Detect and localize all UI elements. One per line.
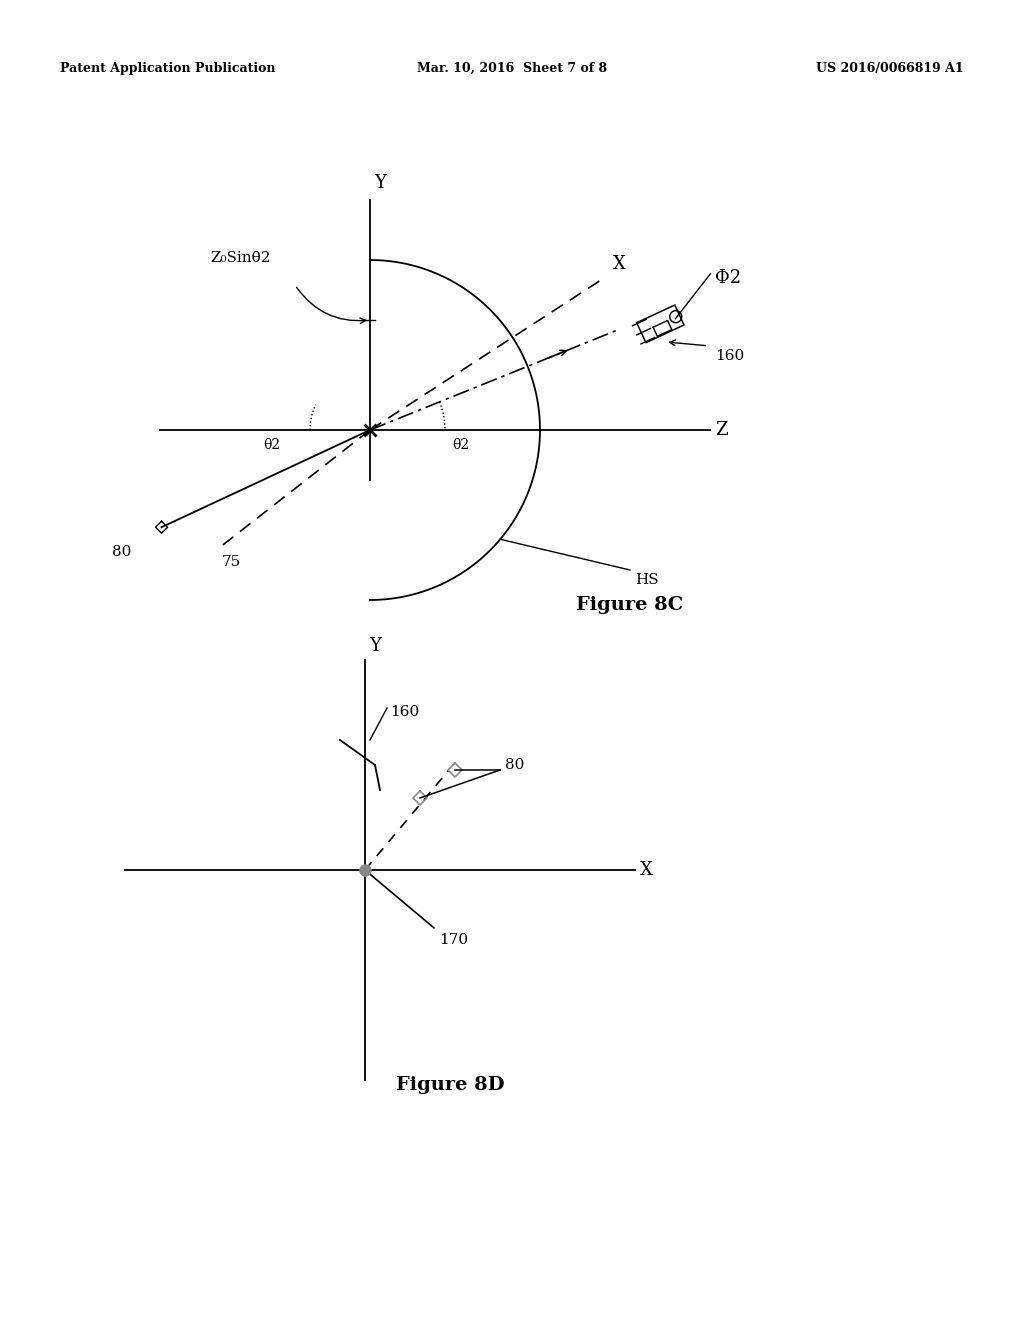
Text: Z₀Sinθ2: Z₀Sinθ2 bbox=[210, 251, 270, 265]
Text: θ2: θ2 bbox=[263, 438, 280, 451]
Text: 75: 75 bbox=[221, 554, 241, 569]
Text: Z: Z bbox=[715, 421, 728, 440]
Text: X: X bbox=[640, 861, 653, 879]
Text: Figure 8C: Figure 8C bbox=[577, 597, 684, 614]
Text: US 2016/0066819 A1: US 2016/0066819 A1 bbox=[816, 62, 964, 75]
Text: Figure 8D: Figure 8D bbox=[395, 1076, 504, 1094]
Text: Patent Application Publication: Patent Application Publication bbox=[60, 62, 275, 75]
Text: Φ2: Φ2 bbox=[716, 269, 741, 286]
Text: Mar. 10, 2016  Sheet 7 of 8: Mar. 10, 2016 Sheet 7 of 8 bbox=[417, 62, 607, 75]
Text: Y: Y bbox=[369, 638, 381, 655]
Text: 160: 160 bbox=[716, 348, 744, 363]
Text: 160: 160 bbox=[390, 705, 419, 719]
Text: 170: 170 bbox=[439, 933, 468, 946]
Text: 80: 80 bbox=[505, 758, 524, 772]
Text: X: X bbox=[612, 255, 626, 272]
Text: Y: Y bbox=[374, 174, 386, 191]
Text: 80: 80 bbox=[113, 545, 131, 560]
Text: θ2: θ2 bbox=[452, 438, 469, 451]
Text: HS: HS bbox=[635, 573, 658, 587]
